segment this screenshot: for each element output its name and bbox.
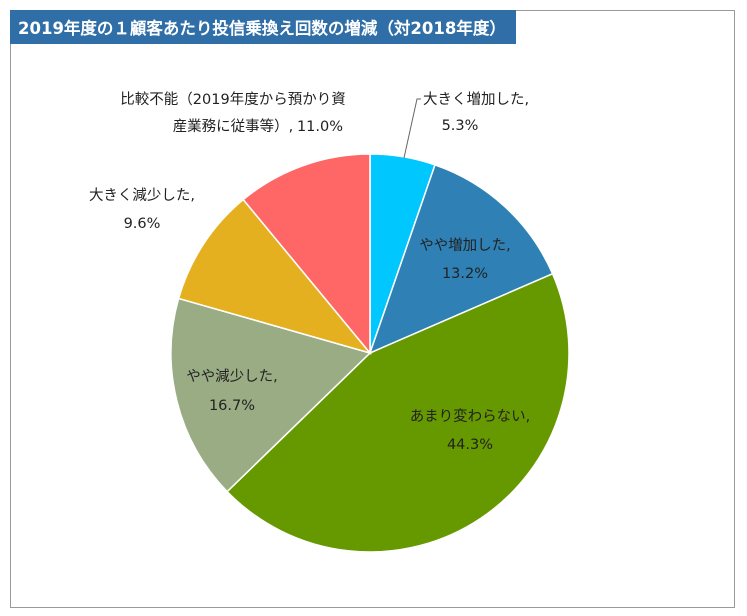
slice-value-2: 44.3%	[447, 437, 493, 453]
leader-line-0	[404, 99, 421, 158]
slice-label-2: あまり変わらない,	[410, 408, 531, 425]
slice-label-5-cont: 産業務に従事等）,	[173, 117, 294, 135]
slice-label-3: やや減少した,	[186, 368, 278, 385]
slice-value-5: 11.0%	[297, 119, 343, 135]
slice-label-5: 比較不能（2019年度から預かり資	[120, 90, 345, 108]
slice-label-1: やや増加した,	[419, 237, 511, 254]
slice-value-3: 16.7%	[209, 398, 255, 414]
slice-label-4: 大きく減少した,	[89, 187, 195, 204]
slice-label-0: 大きく増加した,	[423, 91, 529, 108]
slice-value-1: 13.2%	[442, 266, 488, 282]
slice-value-0: 5.3%	[442, 118, 479, 134]
slice-value-4: 9.6%	[124, 216, 161, 232]
